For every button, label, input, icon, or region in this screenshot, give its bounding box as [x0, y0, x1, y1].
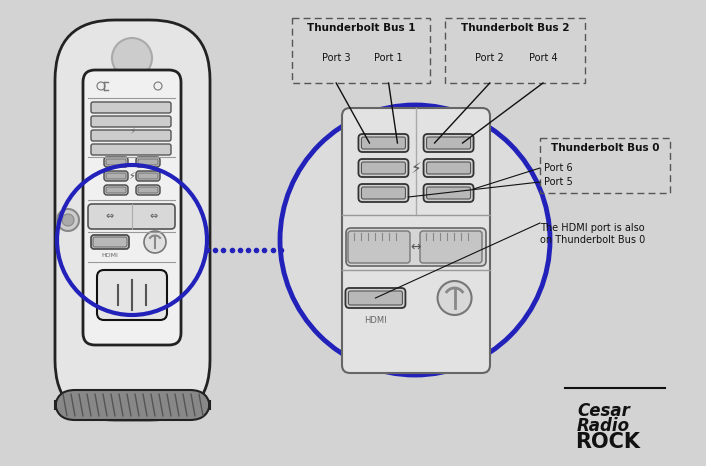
Bar [445, 18, 585, 83]
FancyBboxPatch shape [361, 187, 405, 199]
FancyBboxPatch shape [342, 108, 490, 373]
FancyBboxPatch shape [106, 173, 126, 179]
Text: HDMI: HDMI [102, 253, 119, 258]
Text: Port 2: Port 2 [475, 53, 504, 63]
Text: ↔: ↔ [411, 240, 421, 254]
Text: ⚡: ⚡ [128, 171, 136, 181]
Bar [540, 138, 670, 193]
FancyBboxPatch shape [359, 184, 409, 202]
FancyBboxPatch shape [348, 231, 410, 263]
Text: ⚡: ⚡ [129, 126, 135, 136]
Text: Thunderbolt Bus 0: Thunderbolt Bus 0 [551, 143, 659, 153]
FancyBboxPatch shape [424, 184, 474, 202]
FancyBboxPatch shape [55, 390, 210, 420]
FancyBboxPatch shape [138, 159, 158, 165]
FancyBboxPatch shape [426, 137, 471, 149]
Text: Port 6: Port 6 [544, 163, 573, 173]
FancyBboxPatch shape [104, 157, 128, 167]
FancyBboxPatch shape [424, 159, 474, 177]
FancyBboxPatch shape [106, 187, 126, 193]
FancyBboxPatch shape [93, 237, 127, 247]
Text: Port 4: Port 4 [529, 53, 557, 63]
FancyBboxPatch shape [136, 157, 160, 167]
FancyBboxPatch shape [359, 159, 409, 177]
Bar [292, 18, 430, 83]
Text: Port 3: Port 3 [322, 53, 350, 63]
Text: Thunderbolt Bus 1: Thunderbolt Bus 1 [306, 23, 415, 33]
FancyBboxPatch shape [136, 171, 160, 181]
Circle shape [112, 38, 152, 78]
FancyBboxPatch shape [359, 134, 409, 152]
FancyBboxPatch shape [420, 231, 482, 263]
Text: Thunderbolt Bus 2: Thunderbolt Bus 2 [461, 23, 569, 33]
Circle shape [57, 209, 79, 231]
Text: ROCK: ROCK [575, 432, 640, 452]
Circle shape [62, 214, 74, 226]
FancyBboxPatch shape [138, 173, 158, 179]
Circle shape [438, 281, 472, 315]
Text: on Thunderbolt Bus 0: on Thunderbolt Bus 0 [540, 235, 645, 245]
Text: Port 5: Port 5 [544, 177, 573, 187]
FancyBboxPatch shape [91, 130, 171, 141]
Text: ⇔: ⇔ [106, 211, 114, 221]
FancyBboxPatch shape [104, 185, 128, 195]
FancyBboxPatch shape [426, 187, 471, 199]
FancyBboxPatch shape [91, 102, 171, 113]
Text: Cesar: Cesar [577, 402, 630, 420]
FancyBboxPatch shape [345, 288, 405, 308]
Text: ⚡: ⚡ [411, 160, 421, 176]
FancyBboxPatch shape [91, 144, 171, 155]
Text: Radio: Radio [577, 417, 630, 435]
FancyBboxPatch shape [91, 116, 171, 127]
FancyBboxPatch shape [55, 20, 210, 420]
FancyBboxPatch shape [136, 185, 160, 195]
FancyBboxPatch shape [361, 162, 405, 174]
FancyBboxPatch shape [349, 291, 402, 305]
FancyBboxPatch shape [91, 235, 129, 249]
Text: ⇔: ⇔ [149, 211, 157, 221]
FancyBboxPatch shape [104, 171, 128, 181]
Circle shape [144, 231, 166, 253]
FancyBboxPatch shape [83, 70, 181, 345]
FancyBboxPatch shape [361, 137, 405, 149]
Text: HDMI: HDMI [364, 316, 387, 325]
FancyBboxPatch shape [424, 134, 474, 152]
FancyBboxPatch shape [346, 228, 486, 266]
Text: The HDMI port is also: The HDMI port is also [540, 223, 645, 233]
FancyBboxPatch shape [97, 270, 167, 320]
FancyBboxPatch shape [138, 187, 158, 193]
Text: Port 1: Port 1 [374, 53, 403, 63]
Circle shape [280, 105, 550, 375]
FancyBboxPatch shape [88, 204, 175, 229]
FancyBboxPatch shape [106, 159, 126, 165]
FancyBboxPatch shape [426, 162, 471, 174]
